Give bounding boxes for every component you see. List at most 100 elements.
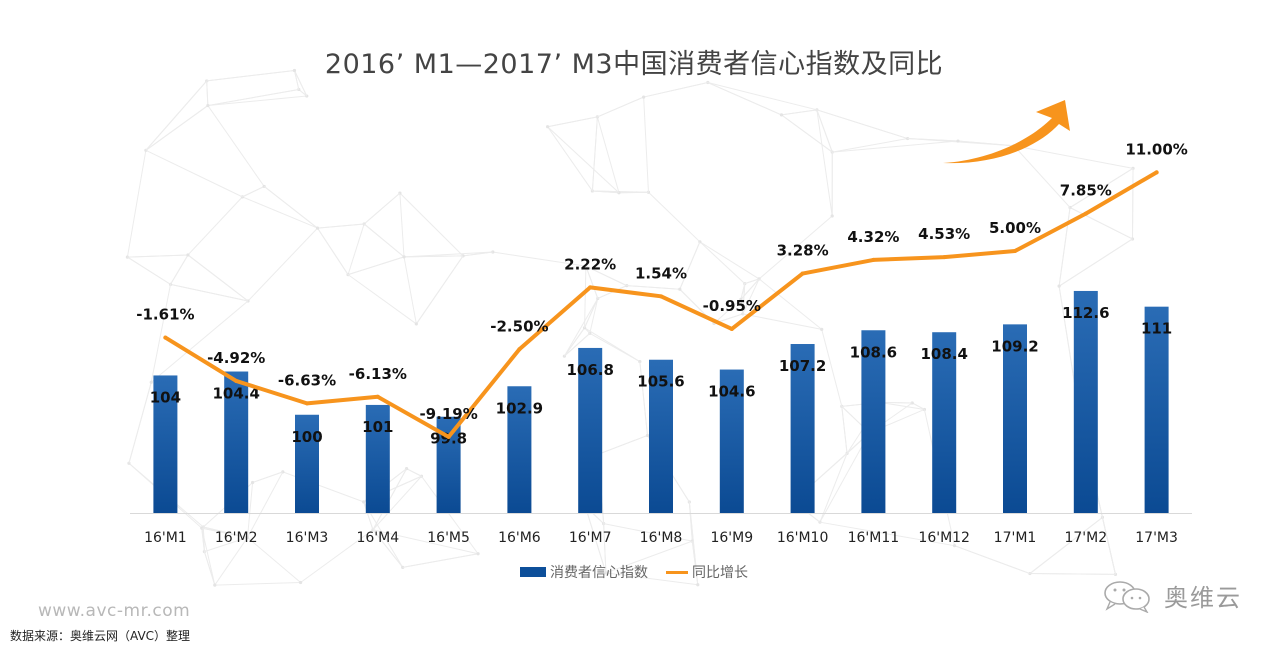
x-tick-label: 16'M9 (710, 530, 753, 546)
network-line (421, 475, 479, 555)
network-node (545, 125, 550, 129)
network-line (187, 254, 249, 302)
bar-17'M3 (1144, 306, 1169, 513)
legend-item-yoy[interactable]: 同比增长 (666, 562, 748, 582)
yoy-value-label: -6.63% (278, 371, 336, 389)
network-line (707, 82, 818, 111)
network-line (150, 300, 249, 383)
network-line (819, 432, 870, 523)
network-node (402, 255, 406, 259)
network-line (363, 223, 405, 258)
network-node (245, 535, 250, 540)
yoy-value-label: -2.50% (490, 317, 548, 335)
network-line (317, 227, 349, 275)
network-line (547, 126, 620, 194)
network-line (204, 536, 248, 553)
network-line (128, 382, 152, 464)
network-line (1013, 145, 1134, 169)
yoy-value-label: -6.13% (349, 365, 407, 383)
yoy-point-17'M2 (1083, 211, 1088, 216)
bar-16'M6 (507, 386, 532, 513)
network-line (742, 313, 822, 330)
network-line (347, 223, 365, 275)
yoy-point-16'M7 (588, 285, 593, 290)
yoy-value-label: 4.32% (847, 228, 899, 246)
network-line (247, 537, 301, 583)
network-line (294, 70, 308, 97)
yoy-point-17'M3 (1154, 170, 1159, 175)
network-line (1069, 207, 1133, 240)
network-line (699, 241, 760, 280)
network-node (779, 113, 784, 117)
network-line (363, 192, 401, 225)
yoy-value-label: 2.22% (564, 255, 616, 273)
yoy-value-label: 3.28% (777, 242, 829, 260)
network-line (1069, 167, 1134, 208)
yoy-value-label: 5.00% (989, 219, 1041, 237)
x-tick-label: 16'M12 (918, 530, 970, 546)
bar-16'M10 (790, 344, 815, 513)
network-line (372, 529, 404, 568)
network-line (201, 528, 216, 586)
network-line (699, 241, 746, 284)
network-line (150, 284, 172, 383)
bar-value-label: 102.9 (496, 399, 543, 417)
network-line (584, 266, 587, 328)
network-node (315, 226, 320, 230)
x-tick-label: 17'M1 (994, 530, 1037, 546)
network-line (603, 523, 607, 573)
legend-swatch-bar (520, 567, 546, 577)
network-line (492, 251, 586, 267)
network-node (910, 401, 914, 405)
network-line (954, 545, 1031, 575)
network-node (1057, 284, 1061, 288)
legend-label-yoy: 同比增长 (692, 565, 748, 581)
network-line (247, 471, 284, 538)
network-line (911, 402, 925, 410)
bar-value-label: 100 (291, 428, 322, 446)
bar-16'M9 (719, 369, 744, 513)
x-tick-label: 16'M6 (498, 530, 541, 546)
network-line (816, 109, 908, 140)
network-line (298, 89, 308, 97)
network-line (207, 105, 265, 187)
network-line (404, 255, 464, 258)
network-line (841, 406, 848, 454)
network-line (639, 361, 648, 436)
network-line (170, 254, 189, 285)
bar-value-label: 104.6 (708, 383, 755, 401)
network-line (347, 274, 417, 325)
network-line (363, 501, 374, 530)
network-node (213, 583, 217, 587)
network-line (547, 116, 598, 128)
network-line (403, 251, 493, 258)
bar-16'M12 (932, 332, 957, 513)
bar-value-label: 106.8 (566, 361, 613, 379)
network-line (214, 582, 301, 586)
yoy-point-17'M1 (1013, 249, 1017, 253)
network-line (399, 192, 464, 257)
legend-item-index[interactable]: 消费者信心指数 (520, 562, 648, 582)
network-line (584, 327, 641, 363)
x-tick-label: 16'M11 (848, 530, 900, 546)
network-node (678, 287, 682, 291)
bar-16'M11 (861, 330, 886, 513)
network-line (781, 114, 833, 153)
network-line (145, 149, 243, 198)
brand-name: 奥维云 (1164, 584, 1242, 612)
network-line (584, 505, 607, 574)
network-line (563, 298, 599, 357)
network-line (201, 527, 248, 538)
network-line (252, 471, 283, 483)
yoy-point-16'M6 (517, 347, 522, 352)
bar-16'M4 (365, 404, 390, 513)
network-line (832, 140, 959, 153)
x-tick-label: 16'M8 (640, 530, 683, 546)
network-line (1013, 145, 1071, 208)
network-node (956, 139, 960, 143)
bar-value-label: 105.6 (637, 373, 684, 391)
network-line (1029, 517, 1103, 574)
network-line (584, 298, 599, 329)
network-line (758, 278, 823, 330)
bar-value-label: 107.2 (779, 357, 826, 375)
